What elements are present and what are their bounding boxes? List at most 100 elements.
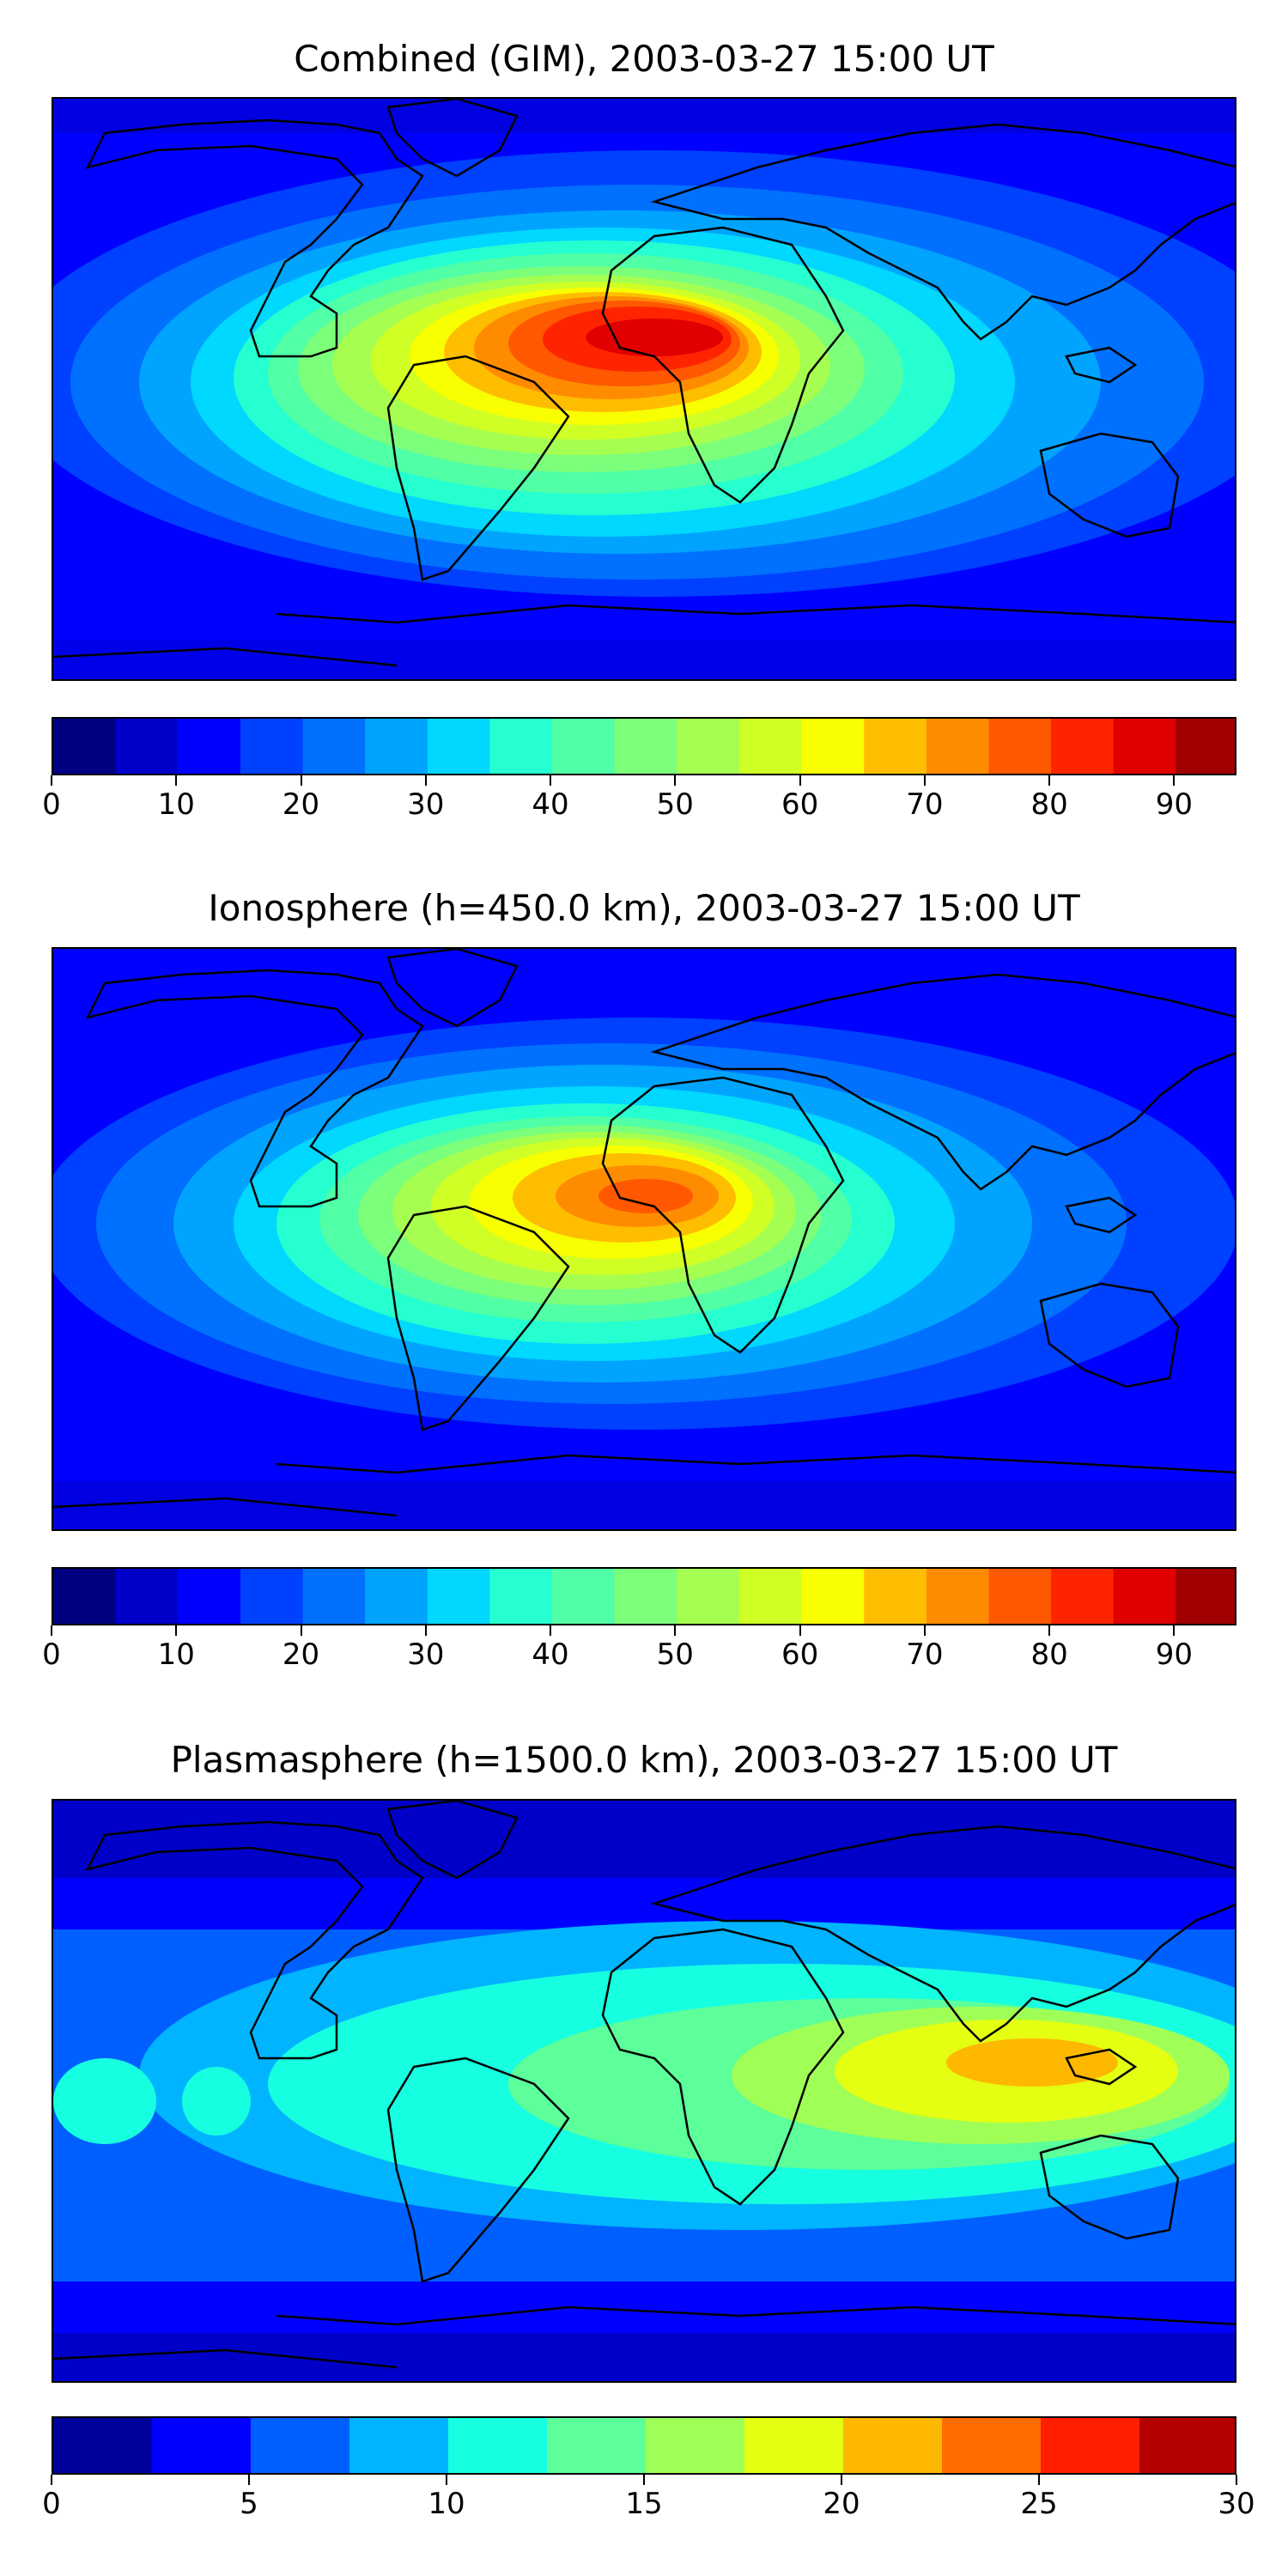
colorbar-tick-label: 20 xyxy=(823,2487,860,2521)
map-3-band xyxy=(53,1801,1235,1878)
colorbar-tick-mark xyxy=(799,775,801,786)
colorbar-tick-label: 50 xyxy=(656,787,694,822)
colorbar-segment xyxy=(53,719,117,774)
colorbar-segment xyxy=(677,719,740,774)
colorbar-segment xyxy=(489,719,553,774)
colorbar-tick-mark xyxy=(424,1625,427,1636)
colorbar-tick-mark xyxy=(1048,775,1051,786)
colorbar-tick-label: 40 xyxy=(532,1637,569,1672)
colorbar-tick-mark xyxy=(643,2475,645,2485)
colorbar-segment xyxy=(448,2418,548,2473)
colorbar-tick-label: 15 xyxy=(625,2487,663,2521)
colorbar-segment xyxy=(1176,1569,1235,1624)
colorbar-tick-label: 5 xyxy=(240,2487,258,2521)
colorbar-segment xyxy=(552,719,616,774)
colorbar-segment xyxy=(988,719,1052,774)
colorbar-tick-mark xyxy=(175,775,178,786)
colorbar-segment xyxy=(1051,719,1115,774)
map-3-band xyxy=(53,2333,1235,2381)
colorbar-segment xyxy=(365,719,428,774)
colorbar-segment xyxy=(365,1569,428,1624)
panel-1-map xyxy=(52,97,1236,681)
colorbar-segment xyxy=(843,2418,943,2473)
colorbar-segment xyxy=(926,1569,990,1624)
colorbar-segment xyxy=(152,2418,252,2473)
panel-3-colorbar xyxy=(52,2416,1236,2475)
colorbar-tick-label: 30 xyxy=(407,1637,445,1672)
colorbar-segment xyxy=(115,719,179,774)
colorbar-segment xyxy=(547,2418,647,2473)
panel-2-title: Ionosphere (h=450.0 km), 2003-03-27 15:0… xyxy=(208,887,1080,929)
colorbar-segment xyxy=(614,1569,677,1624)
panel-2-map xyxy=(52,947,1236,1531)
colorbar-segment xyxy=(614,719,677,774)
colorbar-tick-mark xyxy=(674,775,677,786)
colorbar-tick-label: 0 xyxy=(42,787,61,822)
colorbar-tick-label: 90 xyxy=(1155,787,1193,822)
colorbar-segment xyxy=(427,1569,491,1624)
colorbar-segment xyxy=(240,719,304,774)
colorbar-segment xyxy=(1176,719,1235,774)
panel-3-title: Plasmasphere (h=1500.0 km), 2003-03-27 1… xyxy=(170,1739,1118,1781)
colorbar-segment xyxy=(801,1569,865,1624)
colorbar-tick-mark xyxy=(446,2475,447,2485)
panel-3-map xyxy=(52,1799,1236,2383)
colorbar-tick-label: 60 xyxy=(781,787,819,822)
map-1-contour xyxy=(586,319,723,356)
panel-3-colorbar-ticks: 0 5 10 15 20 25 30 xyxy=(42,2475,1255,2526)
map-2-band xyxy=(53,1481,1235,1529)
map-3-contour xyxy=(182,2067,251,2136)
colorbar-tick-label: 80 xyxy=(1030,1637,1068,1672)
colorbar-tick-label: 30 xyxy=(1218,2487,1255,2521)
colorbar-segment xyxy=(1113,719,1176,774)
map-3-contour xyxy=(53,2058,156,2144)
colorbar-tick-label: 20 xyxy=(282,1637,320,1672)
colorbar-tick-mark xyxy=(300,775,302,786)
colorbar-segment xyxy=(115,1569,179,1624)
map-1-band xyxy=(53,99,1235,133)
panel-2-colorbar xyxy=(52,1567,1236,1625)
panel-1-title: Combined (GIM), 2003-03-27 15:00 UT xyxy=(294,38,994,80)
colorbar-segment xyxy=(53,2418,153,2473)
colorbar-segment xyxy=(53,1569,117,1624)
colorbar-tick-label: 25 xyxy=(1020,2487,1058,2521)
colorbar-tick-label: 90 xyxy=(1155,1637,1193,1672)
colorbar-tick-mark xyxy=(300,1625,302,1636)
colorbar-tick-mark xyxy=(550,775,552,786)
colorbar-tick-mark xyxy=(923,1625,926,1636)
colorbar-tick-label: 80 xyxy=(1030,787,1068,822)
colorbar-tick-mark xyxy=(923,775,926,786)
colorbar-segment xyxy=(926,719,990,774)
map-1-band xyxy=(53,640,1235,679)
map-1-coastlines xyxy=(53,99,1235,667)
colorbar-segment xyxy=(942,2418,1042,2473)
colorbar-segment xyxy=(801,719,865,774)
colorbar-segment xyxy=(988,1569,1052,1624)
colorbar-tick-label: 40 xyxy=(532,787,569,822)
colorbar-tick-mark xyxy=(1048,1625,1051,1636)
colorbar-tick-mark xyxy=(799,1625,801,1636)
colorbar-segment xyxy=(1113,1569,1176,1624)
colorbar-tick-label: 10 xyxy=(428,2487,465,2521)
colorbar-segment xyxy=(677,1569,740,1624)
colorbar-tick-mark xyxy=(248,2475,250,2485)
colorbar-segment xyxy=(1051,1569,1115,1624)
colorbar-segment xyxy=(302,1569,366,1624)
colorbar-segment xyxy=(349,2418,449,2473)
colorbar-tick-mark xyxy=(1236,2475,1237,2485)
colorbar-tick-label: 10 xyxy=(157,1637,195,1672)
colorbar-tick-label: 0 xyxy=(42,1637,61,1672)
colorbar-tick-mark xyxy=(51,775,52,786)
colorbar-tick-mark xyxy=(424,775,427,786)
panel-1-colorbar-ticks: 0 10 20 30 40 50 60 70 80 90 xyxy=(42,775,1236,827)
colorbar-segment xyxy=(738,1569,803,1624)
colorbar-tick-mark xyxy=(1038,2475,1040,2485)
map-2-coastlines xyxy=(53,949,1235,1517)
colorbar-segment xyxy=(552,1569,616,1624)
colorbar-tick-mark xyxy=(550,1625,552,1636)
colorbar-tick-label: 60 xyxy=(781,1637,819,1672)
colorbar-segment xyxy=(864,1569,927,1624)
map-3-coastlines xyxy=(53,1801,1235,2369)
colorbar-tick-mark xyxy=(51,1625,52,1636)
colorbar-tick-label: 10 xyxy=(157,787,195,822)
